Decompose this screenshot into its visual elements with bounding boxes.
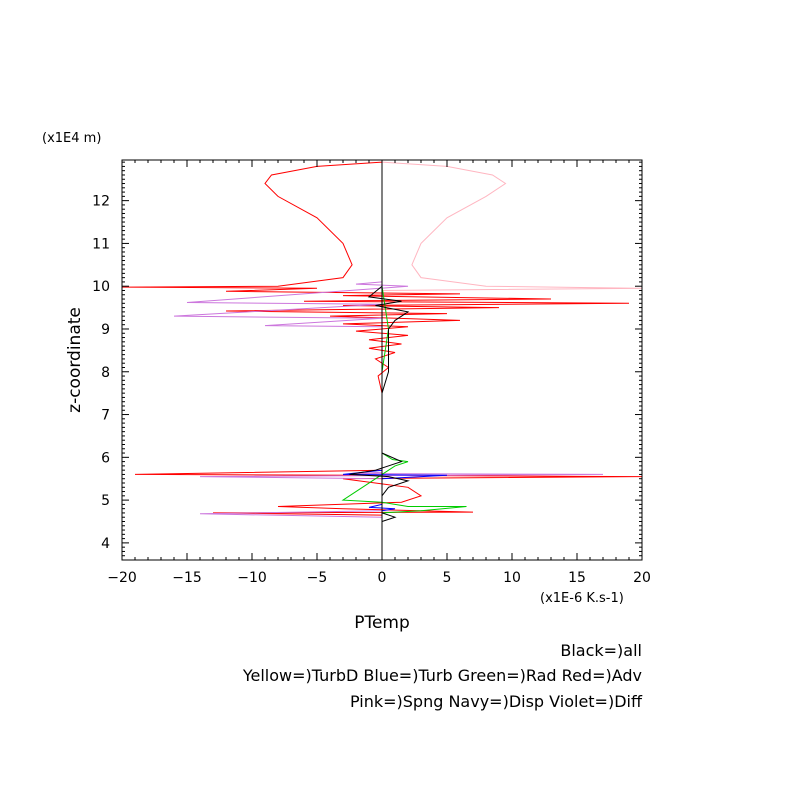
y-axis-ticks: 4 5 6 7 8 9 10 11 12: [92, 161, 642, 557]
x-axis-units: (x1E-6 K.s-1): [540, 591, 624, 606]
x-tick-label: 10: [503, 570, 521, 586]
y-tick-label: 11: [92, 236, 110, 252]
y-axis-units: (x1E4 m): [42, 131, 101, 146]
x-tick-label: 20: [633, 570, 651, 586]
y-tick-label: 6: [101, 450, 110, 466]
x-axis-label: PTemp: [354, 613, 410, 633]
series-adv-line: [121, 161, 643, 543]
x-tick-label: −15: [172, 570, 202, 586]
legend-line-2: Yellow=)TurbD Blue=)Turb Green=)Rad Red=…: [242, 666, 642, 685]
legend-line-3: Pink=)Spng Navy=)Disp Violet=)Diff: [350, 692, 643, 711]
y-axis-label: z-coordinate: [65, 307, 85, 413]
x-axis-ticks: −20 −15 −10 −5 0 5 10 15 20: [107, 160, 651, 586]
legend-line-1: Black=)all: [560, 641, 642, 660]
x-tick-label: 5: [443, 570, 452, 586]
y-tick-label: 12: [92, 194, 110, 210]
x-tick-label: −20: [107, 570, 137, 586]
y-tick-label: 8: [101, 365, 110, 381]
y-tick-label: 9: [101, 322, 110, 338]
x-tick-label: −5: [307, 570, 328, 586]
x-tick-label: 0: [378, 570, 387, 586]
x-tick-label: −10: [237, 570, 267, 586]
y-tick-label: 7: [101, 408, 110, 424]
y-tick-label: 5: [101, 493, 110, 509]
y-tick-label: 10: [92, 279, 110, 295]
x-tick-label: 15: [568, 570, 586, 586]
y-tick-label: 4: [101, 536, 110, 552]
series-spng-line: [381, 161, 643, 543]
